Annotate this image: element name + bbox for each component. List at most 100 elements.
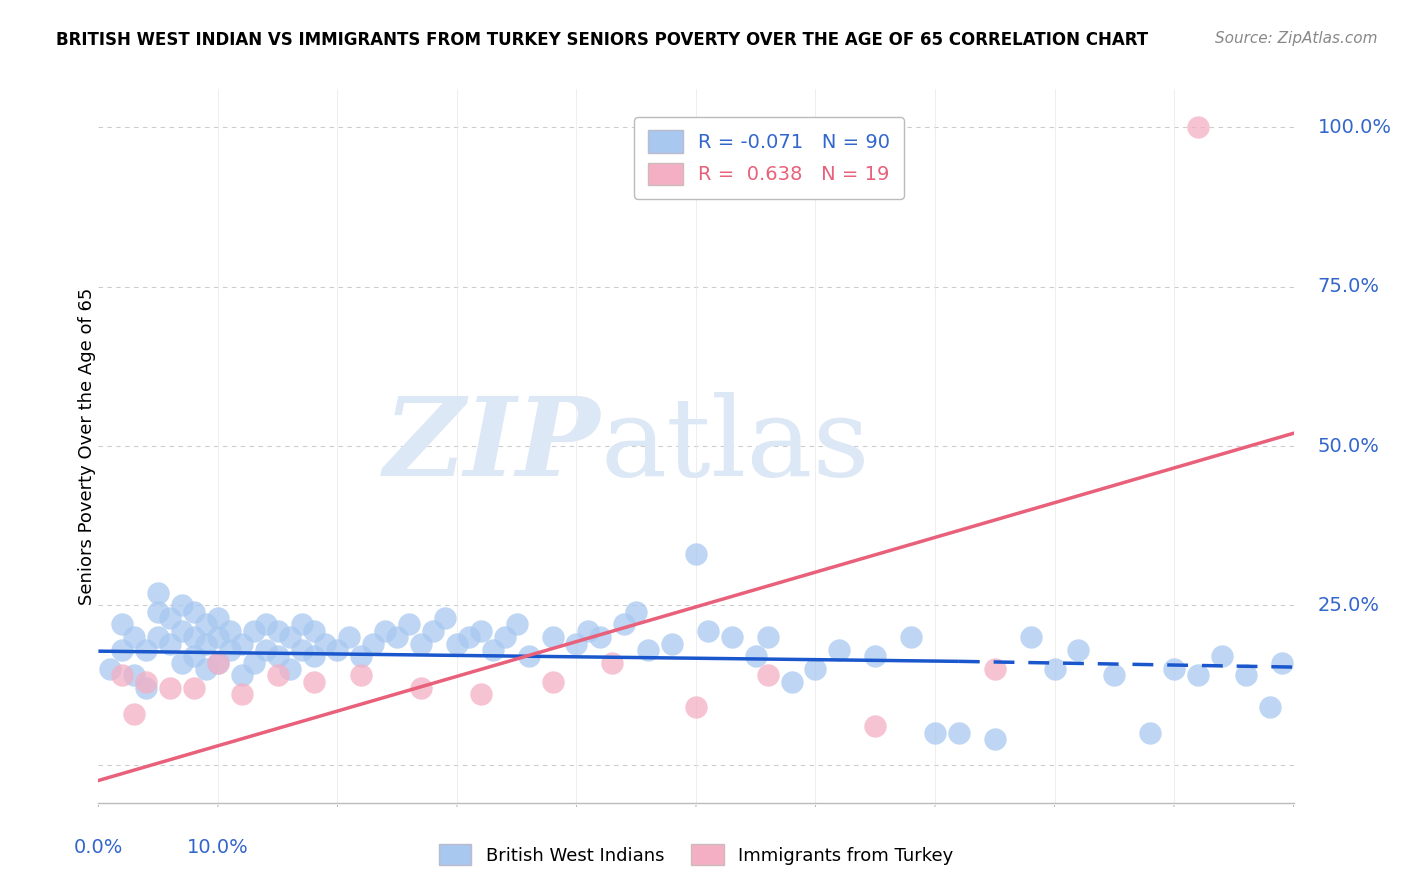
Point — [135, 681, 157, 695]
Point — [135, 674, 157, 689]
Point — [159, 681, 181, 695]
Point — [183, 649, 205, 664]
Point — [135, 643, 157, 657]
Point — [756, 668, 779, 682]
Point — [315, 636, 337, 650]
Point — [172, 624, 194, 638]
Point — [624, 605, 647, 619]
Text: 0.0%: 0.0% — [73, 838, 124, 857]
Point — [267, 668, 290, 682]
Point — [207, 656, 229, 670]
Text: 100.0%: 100.0% — [1317, 118, 1392, 137]
Point — [1139, 725, 1161, 739]
Point — [124, 630, 146, 644]
Point — [207, 630, 229, 644]
Point — [231, 668, 253, 682]
Point — [98, 662, 122, 676]
Point — [1043, 662, 1066, 676]
Point — [411, 636, 433, 650]
Point — [983, 732, 1005, 747]
Point — [350, 668, 373, 682]
Point — [278, 662, 301, 676]
Point — [1187, 668, 1209, 682]
Point — [302, 649, 325, 664]
Point — [290, 643, 312, 657]
Point — [948, 725, 970, 739]
Point — [363, 636, 385, 650]
Point — [589, 630, 612, 644]
Point — [350, 649, 373, 664]
Point — [685, 700, 707, 714]
Point — [481, 643, 505, 657]
Point — [183, 630, 205, 644]
Point — [494, 630, 516, 644]
Point — [111, 668, 134, 682]
Point — [302, 624, 325, 638]
Point — [1067, 643, 1090, 657]
Point — [865, 719, 887, 733]
Legend: British West Indians, Immigrants from Turkey: British West Indians, Immigrants from Tu… — [432, 837, 960, 872]
Point — [326, 643, 349, 657]
Point — [983, 662, 1005, 676]
Point — [398, 617, 420, 632]
Text: Source: ZipAtlas.com: Source: ZipAtlas.com — [1215, 31, 1378, 46]
Point — [517, 649, 540, 664]
Point — [541, 674, 564, 689]
Point — [1211, 649, 1233, 664]
Point — [231, 688, 253, 702]
Point — [148, 605, 170, 619]
Point — [339, 630, 360, 644]
Point — [172, 599, 194, 613]
Point — [124, 706, 146, 721]
Point — [422, 624, 444, 638]
Point — [254, 617, 277, 632]
Point — [685, 547, 707, 561]
Point — [434, 611, 457, 625]
Point — [207, 611, 229, 625]
Point — [278, 630, 301, 644]
Point — [183, 605, 205, 619]
Point — [1187, 120, 1209, 135]
Point — [900, 630, 922, 644]
Point — [578, 624, 600, 638]
Point — [148, 585, 170, 599]
Point — [302, 674, 325, 689]
Point — [219, 624, 242, 638]
Point — [183, 681, 205, 695]
Point — [172, 656, 194, 670]
Text: 10.0%: 10.0% — [187, 838, 249, 857]
Point — [374, 624, 396, 638]
Point — [458, 630, 481, 644]
Text: BRITISH WEST INDIAN VS IMMIGRANTS FROM TURKEY SENIORS POVERTY OVER THE AGE OF 65: BRITISH WEST INDIAN VS IMMIGRANTS FROM T… — [56, 31, 1149, 49]
Point — [1271, 656, 1294, 670]
Text: 25.0%: 25.0% — [1317, 596, 1379, 615]
Point — [219, 643, 242, 657]
Point — [1163, 662, 1185, 676]
Point — [267, 649, 290, 664]
Point — [159, 611, 181, 625]
Point — [231, 636, 253, 650]
Point — [661, 636, 683, 650]
Point — [111, 617, 134, 632]
Point — [124, 668, 146, 682]
Point — [780, 674, 803, 689]
Point — [613, 617, 636, 632]
Y-axis label: Seniors Poverty Over the Age of 65: Seniors Poverty Over the Age of 65 — [79, 287, 96, 605]
Point — [267, 624, 290, 638]
Point — [924, 725, 946, 739]
Point — [828, 643, 851, 657]
Point — [194, 662, 218, 676]
Point — [207, 656, 229, 670]
Point — [1258, 700, 1281, 714]
Point — [194, 617, 218, 632]
Text: ZIP: ZIP — [384, 392, 600, 500]
Text: 50.0%: 50.0% — [1317, 436, 1379, 456]
Point — [290, 617, 312, 632]
Point — [385, 630, 409, 644]
Text: 75.0%: 75.0% — [1317, 277, 1379, 296]
Point — [506, 617, 529, 632]
Point — [865, 649, 887, 664]
Point — [1019, 630, 1042, 644]
Point — [565, 636, 588, 650]
Point — [159, 636, 181, 650]
